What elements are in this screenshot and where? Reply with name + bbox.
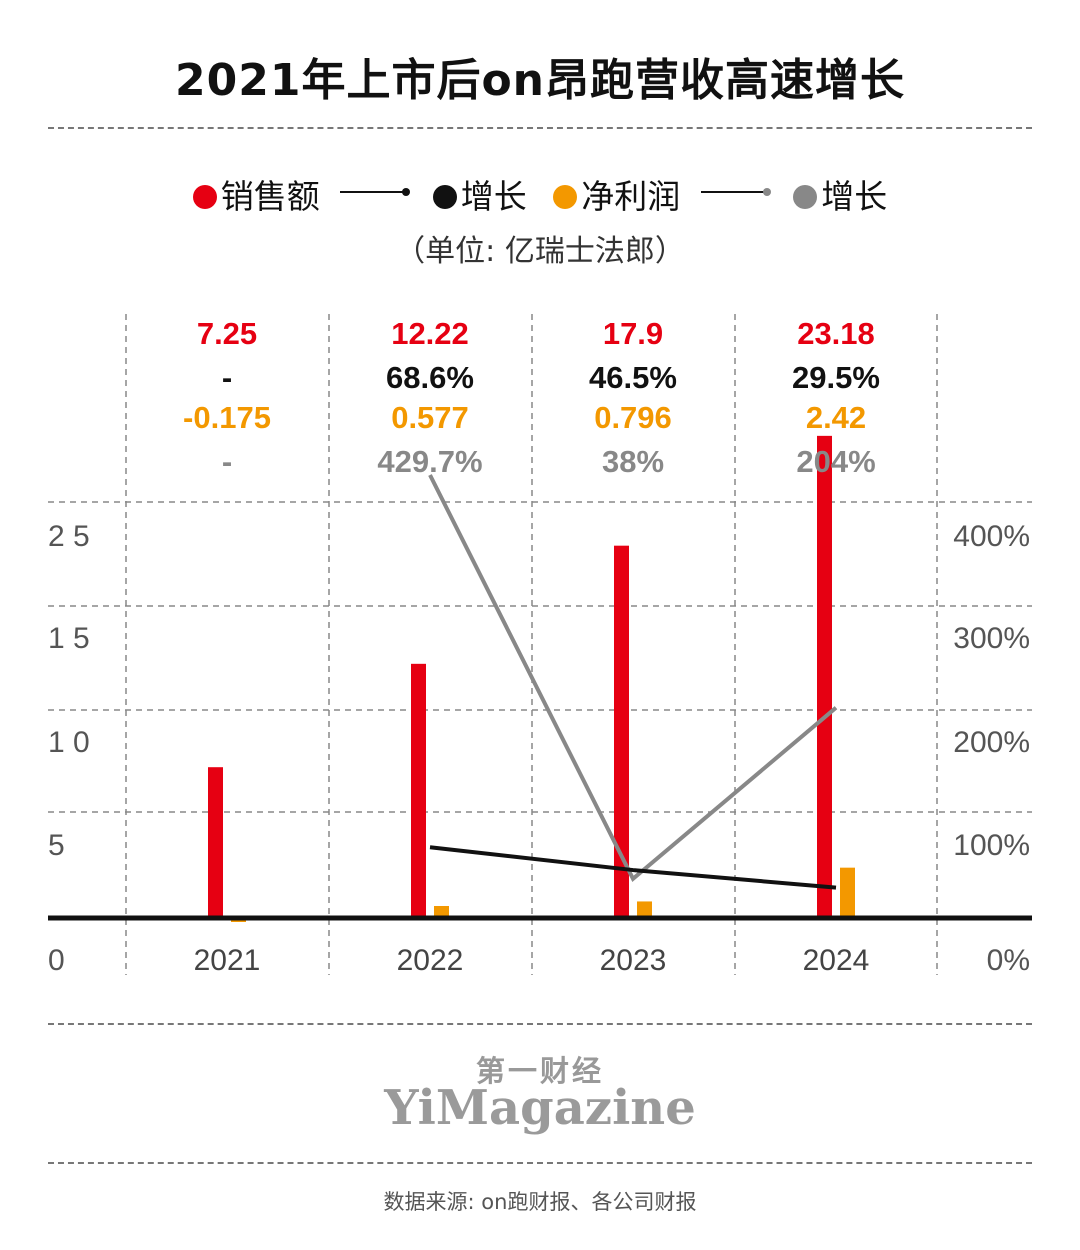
legend-sales-growth-label: 增长 (460, 177, 527, 216)
value-label-2: -0.175 (183, 400, 271, 435)
legend: 销售额 增长 净利润 增长 (0, 170, 1080, 218)
value-label-2: 0.796 (594, 400, 672, 435)
value-label-0: 17.9 (603, 316, 663, 351)
divider-bottom (48, 1162, 1032, 1164)
chart-canvas: 051 01 52 50%100%200%300%400%2021 2022 202… (48, 314, 1032, 977)
value-label-3: 204% (796, 444, 875, 479)
value-label-1: 29.5% (792, 360, 880, 395)
left-axis-tick: 1 5 (48, 622, 90, 655)
legend-profit-label: 净利润 (581, 177, 681, 216)
legend-sales-growth-dot (432, 184, 457, 209)
value-label-3: 429.7% (377, 444, 482, 479)
left-axis-tick: 2 5 (48, 520, 90, 553)
brand-logo: YiMagazine (384, 1080, 696, 1136)
x-axis-label: 2024 (803, 944, 870, 977)
sales-bar (208, 767, 223, 918)
sales-bar (817, 435, 832, 918)
legend-profit-growth: 增长 (793, 170, 887, 218)
legend-profit-growth-label: 增长 (821, 177, 888, 216)
divider-top (48, 127, 1032, 129)
profit-bar (434, 905, 449, 918)
right-axis-tick: 100% (953, 829, 1030, 862)
sales-growth-line (429, 845, 837, 890)
sales-bar (614, 545, 629, 918)
left-axis-tick: 5 (48, 829, 65, 862)
left-axis-tick: 1 0 (48, 726, 90, 759)
unit-label: （单位: 亿瑞士法郎） (395, 234, 685, 269)
legend-arrow-2-icon (700, 188, 771, 196)
value-label-1: - (222, 360, 232, 395)
legend-sales-dot (192, 184, 217, 209)
legend-arrow-1-icon (340, 188, 411, 196)
right-axis-tick: 200% (953, 726, 1030, 759)
value-label-0: 23.18 (797, 316, 875, 351)
brand-cn: 第一财经 (475, 1054, 604, 1088)
legend-sales-label: 销售额 (220, 177, 320, 216)
value-label-2: 0.577 (391, 400, 469, 435)
legend-sales: 销售额 (192, 170, 320, 218)
profit-growth-line (428, 474, 838, 882)
value-label-0: 7.25 (197, 316, 257, 351)
divider-middle (48, 1023, 1032, 1025)
x-axis-label: 2021 (194, 944, 261, 977)
profit-bar (637, 901, 652, 918)
x-axis-label: 2022 (397, 944, 464, 977)
legend-sales-growth: 增长 (432, 170, 527, 218)
value-label-2: 2.42 (806, 400, 866, 435)
x-axis-label: 2023 (600, 944, 667, 977)
legend-profit: 净利润 (553, 170, 680, 218)
left-axis-tick: 0 (48, 944, 65, 977)
value-label-1: 68.6% (386, 360, 474, 395)
legend-profit-dot (553, 184, 578, 209)
source-note: 数据来源: on跑财报、各公司财报 (383, 1190, 697, 1214)
sales-bar (411, 663, 426, 918)
profit-bar (840, 867, 855, 918)
right-axis-tick: 0% (987, 944, 1030, 977)
right-axis-tick: 400% (953, 520, 1030, 553)
value-label-3: 38% (602, 444, 664, 479)
value-label-0: 12.22 (391, 316, 469, 351)
value-label-3: - (222, 444, 232, 479)
right-axis-tick: 300% (953, 622, 1030, 655)
chart-title: 2021年上市后on昂跑营收高速增长 (174, 55, 905, 106)
legend-profit-growth-dot (793, 184, 818, 209)
value-label-1: 46.5% (589, 360, 677, 395)
